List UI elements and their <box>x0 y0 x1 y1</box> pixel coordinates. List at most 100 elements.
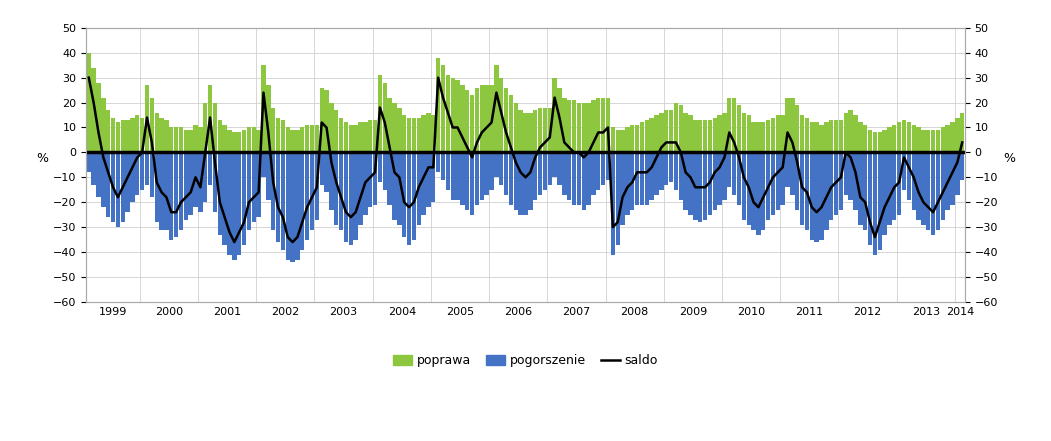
Bar <box>605 153 611 180</box>
Bar <box>820 125 824 153</box>
Bar <box>848 153 852 200</box>
Bar <box>514 103 518 153</box>
Bar <box>247 127 251 153</box>
Bar <box>140 153 144 190</box>
Bar <box>926 153 930 230</box>
Bar <box>401 115 407 153</box>
Bar <box>373 120 377 153</box>
Bar <box>251 153 256 222</box>
Bar <box>683 153 687 210</box>
Bar <box>931 153 935 235</box>
Bar <box>616 130 620 153</box>
Bar <box>125 153 129 212</box>
Bar <box>116 153 120 227</box>
Bar <box>388 153 392 205</box>
Bar <box>503 88 509 153</box>
Bar <box>820 153 824 239</box>
Bar <box>436 153 440 172</box>
Bar <box>761 123 765 153</box>
Bar <box>208 85 212 153</box>
Bar <box>286 153 290 260</box>
Bar <box>897 153 902 215</box>
Bar <box>853 115 858 153</box>
Bar <box>770 153 776 215</box>
Bar <box>184 130 188 153</box>
Bar <box>523 112 528 153</box>
Bar <box>698 120 702 153</box>
Bar <box>499 78 503 153</box>
Bar <box>790 97 795 153</box>
Bar <box>887 153 891 224</box>
Bar <box>650 117 654 153</box>
Bar <box>116 123 120 153</box>
Bar <box>785 153 789 187</box>
Bar <box>203 153 207 202</box>
Bar <box>490 153 494 190</box>
Bar <box>184 153 188 220</box>
Bar <box>683 112 687 153</box>
Bar <box>427 153 431 207</box>
Bar <box>707 153 713 215</box>
Bar <box>271 153 275 230</box>
Bar <box>212 153 218 212</box>
Bar <box>577 153 581 205</box>
Bar <box>824 153 828 230</box>
Bar <box>650 153 654 200</box>
Bar <box>757 153 761 235</box>
Bar <box>106 110 110 153</box>
Bar <box>644 153 650 205</box>
Bar <box>640 123 644 153</box>
Bar <box>490 85 494 153</box>
Bar <box>916 153 921 220</box>
saldo <box>510 160 522 165</box>
Bar <box>247 153 251 230</box>
Bar <box>955 153 960 195</box>
Bar <box>863 153 867 230</box>
Bar <box>160 117 164 153</box>
Bar <box>883 130 887 153</box>
Bar <box>427 112 431 153</box>
Bar <box>858 153 863 224</box>
Bar <box>373 153 377 205</box>
Bar <box>397 108 401 153</box>
Bar <box>145 85 149 153</box>
Bar <box>295 153 300 260</box>
Bar <box>160 153 164 230</box>
Bar <box>266 85 270 153</box>
Bar <box>731 153 737 195</box>
Bar <box>566 100 572 153</box>
Bar <box>592 100 596 153</box>
saldo <box>228 239 241 245</box>
Bar <box>746 153 750 224</box>
Bar <box>412 117 416 153</box>
Bar <box>679 153 683 200</box>
Bar <box>494 153 498 177</box>
Bar <box>238 132 242 153</box>
Bar <box>557 88 561 153</box>
Bar <box>601 153 605 185</box>
Bar <box>581 103 585 153</box>
Bar <box>149 153 154 197</box>
Bar <box>290 130 294 153</box>
Bar <box>664 153 668 185</box>
Bar <box>377 75 383 153</box>
Bar <box>722 153 726 200</box>
Bar <box>844 112 848 153</box>
Bar <box>839 120 843 153</box>
Bar <box>421 153 426 215</box>
Bar <box>440 153 446 180</box>
Bar <box>130 117 135 153</box>
Bar <box>466 153 470 210</box>
Bar <box>179 153 183 230</box>
Bar <box>256 130 261 153</box>
Bar <box>416 117 421 153</box>
Bar <box>470 153 474 215</box>
Bar <box>208 153 212 185</box>
Bar <box>199 153 203 212</box>
Bar <box>795 105 800 153</box>
Bar <box>101 97 105 153</box>
Bar <box>533 110 537 153</box>
Bar <box>950 123 954 153</box>
Bar <box>188 153 193 215</box>
Bar <box>499 153 503 185</box>
